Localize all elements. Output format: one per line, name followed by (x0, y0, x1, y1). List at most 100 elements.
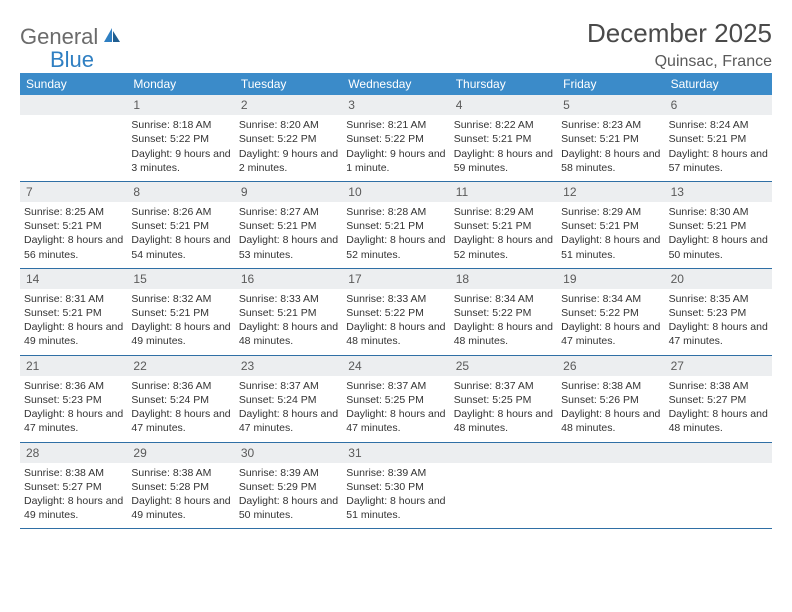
sunrise-text: Sunrise: 8:27 AM (239, 205, 338, 219)
day-number: 2 (241, 98, 248, 112)
sunset-text: Sunset: 5:24 PM (131, 393, 230, 407)
day-cell: 25Sunrise: 8:37 AMSunset: 5:25 PMDayligh… (450, 356, 557, 442)
sunrise-text: Sunrise: 8:18 AM (131, 118, 230, 132)
sunrise-text: Sunrise: 8:38 AM (561, 379, 660, 393)
daynum-row: . (20, 95, 127, 115)
daylight-text: Daylight: 8 hours and 49 minutes. (24, 320, 123, 348)
sunset-text: Sunset: 5:26 PM (561, 393, 660, 407)
weeks-container: .1Sunrise: 8:18 AMSunset: 5:22 PMDayligh… (20, 95, 772, 529)
day-cell: 12Sunrise: 8:29 AMSunset: 5:21 PMDayligh… (557, 182, 664, 268)
daylight-text: Daylight: 8 hours and 48 minutes. (454, 320, 553, 348)
sunset-text: Sunset: 5:21 PM (239, 219, 338, 233)
daylight-text: Daylight: 8 hours and 48 minutes. (346, 320, 445, 348)
week-row: 28Sunrise: 8:38 AMSunset: 5:27 PMDayligh… (20, 443, 772, 530)
sunset-text: Sunset: 5:30 PM (346, 480, 445, 494)
sunrise-text: Sunrise: 8:36 AM (24, 379, 123, 393)
daynum-row: 26 (557, 356, 664, 376)
daynum-row: 7 (20, 182, 127, 202)
day-number: 27 (671, 359, 684, 373)
daynum-row: . (557, 443, 664, 463)
day-number: 26 (563, 359, 576, 373)
daynum-row: 2 (235, 95, 342, 115)
daylight-text: Daylight: 8 hours and 54 minutes. (131, 233, 230, 261)
day-number: 31 (348, 446, 361, 460)
sunrise-text: Sunrise: 8:39 AM (239, 466, 338, 480)
day-cell: 13 Sunrise: 8:30 AMSunset: 5:21 PMDayligh… (665, 182, 772, 268)
page: General December 2025 Quinsac, France Bl… (0, 0, 792, 547)
sunset-text: Sunset: 5:21 PM (131, 219, 230, 233)
daylight-text: Daylight: 8 hours and 48 minutes. (454, 407, 553, 435)
daylight-text: Daylight: 8 hours and 49 minutes. (131, 320, 230, 348)
sunrise-text: Sunrise: 8:38 AM (24, 466, 123, 480)
sunset-text: Sunset: 5:21 PM (454, 132, 553, 146)
day-number: 11 (456, 185, 468, 199)
day-number: 28 (26, 446, 39, 460)
sunrise-text: Sunrise: 8:32 AM (131, 292, 230, 306)
sunrise-text: Sunrise: 8:29 AM (454, 205, 553, 219)
sunrise-text: Sunrise: 8:30 AM (669, 205, 768, 219)
daynum-row: 12 (557, 182, 664, 202)
daynum-row: 16 (235, 269, 342, 289)
daynum-row: 10 (342, 182, 449, 202)
day-number: 14 (26, 272, 39, 286)
daynum-row: . (450, 443, 557, 463)
sunset-text: Sunset: 5:25 PM (454, 393, 553, 407)
daylight-text: Daylight: 9 hours and 2 minutes. (239, 147, 338, 175)
daylight-text: Daylight: 8 hours and 47 minutes. (239, 407, 338, 435)
day-number: 15 (133, 272, 146, 286)
dow-thu: Thursday (450, 73, 557, 95)
day-number: 8 (133, 185, 140, 199)
sunset-text: Sunset: 5:29 PM (239, 480, 338, 494)
sunset-text: Sunset: 5:24 PM (239, 393, 338, 407)
sunrise-text: Sunrise: 8:26 AM (131, 205, 230, 219)
day-cell: 24Sunrise: 8:37 AMSunset: 5:25 PMDayligh… (342, 356, 449, 442)
daynum-row: 13 (665, 182, 772, 202)
sunrise-text: Sunrise: 8:31 AM (24, 292, 123, 306)
dow-mon: Monday (127, 73, 234, 95)
day-cell: 18Sunrise: 8:34 AMSunset: 5:22 PMDayligh… (450, 269, 557, 355)
daylight-text: Daylight: 8 hours and 47 minutes. (131, 407, 230, 435)
sunrise-text: Sunrise: 8:33 AM (239, 292, 338, 306)
day-cell: 5Sunrise: 8:23 AMSunset: 5:21 PMDaylight… (557, 95, 664, 181)
daynum-row: 5 (557, 95, 664, 115)
sunset-text: Sunset: 5:22 PM (346, 306, 445, 320)
day-cell: 6Sunrise: 8:24 AMSunset: 5:21 PMDaylight… (665, 95, 772, 181)
day-cell: 4Sunrise: 8:22 AMSunset: 5:21 PMDaylight… (450, 95, 557, 181)
sunrise-text: Sunrise: 8:25 AM (24, 205, 123, 219)
sunset-text: Sunset: 5:21 PM (669, 219, 768, 233)
day-cell: 9Sunrise: 8:27 AMSunset: 5:21 PMDaylight… (235, 182, 342, 268)
sunrise-text: Sunrise: 8:34 AM (454, 292, 553, 306)
sunrise-text: Sunrise: 8:37 AM (346, 379, 445, 393)
sunrise-text: Sunrise: 8:37 AM (454, 379, 553, 393)
sunset-text: Sunset: 5:27 PM (669, 393, 768, 407)
daylight-text: Daylight: 8 hours and 50 minutes. (669, 233, 768, 261)
sunrise-text: Sunrise: 8:35 AM (669, 292, 768, 306)
sunset-text: Sunset: 5:22 PM (239, 132, 338, 146)
day-cell: 28Sunrise: 8:38 AMSunset: 5:27 PMDayligh… (20, 443, 127, 529)
day-cell: 17Sunrise: 8:33 AMSunset: 5:22 PMDayligh… (342, 269, 449, 355)
daynum-row: 17 (342, 269, 449, 289)
sunrise-text: Sunrise: 8:24 AM (669, 118, 768, 132)
sunrise-text: Sunrise: 8:34 AM (561, 292, 660, 306)
day-number: 19 (563, 272, 576, 286)
logo-text-blue: Blue (50, 47, 94, 72)
daynum-row: 21 (20, 356, 127, 376)
day-number: 20 (671, 272, 684, 286)
day-cell: . (450, 443, 557, 529)
daynum-row: 9 (235, 182, 342, 202)
daynum-row: 3 (342, 95, 449, 115)
sunset-text: Sunset: 5:28 PM (131, 480, 230, 494)
daylight-text: Daylight: 8 hours and 50 minutes. (239, 494, 338, 522)
daynum-row: 31 (342, 443, 449, 463)
day-cell: 27Sunrise: 8:38 AMSunset: 5:27 PMDayligh… (665, 356, 772, 442)
day-number: 9 (241, 185, 248, 199)
day-cell: 11Sunrise: 8:29 AMSunset: 5:21 PMDayligh… (450, 182, 557, 268)
day-cell: 30Sunrise: 8:39 AMSunset: 5:29 PMDayligh… (235, 443, 342, 529)
daynum-row: 6 (665, 95, 772, 115)
sunset-text: Sunset: 5:22 PM (454, 306, 553, 320)
sunset-text: Sunset: 5:21 PM (24, 306, 123, 320)
day-number: 13 (671, 185, 684, 199)
day-cell: 22Sunrise: 8:36 AMSunset: 5:24 PMDayligh… (127, 356, 234, 442)
day-number: 16 (241, 272, 254, 286)
day-cell: . (20, 95, 127, 181)
